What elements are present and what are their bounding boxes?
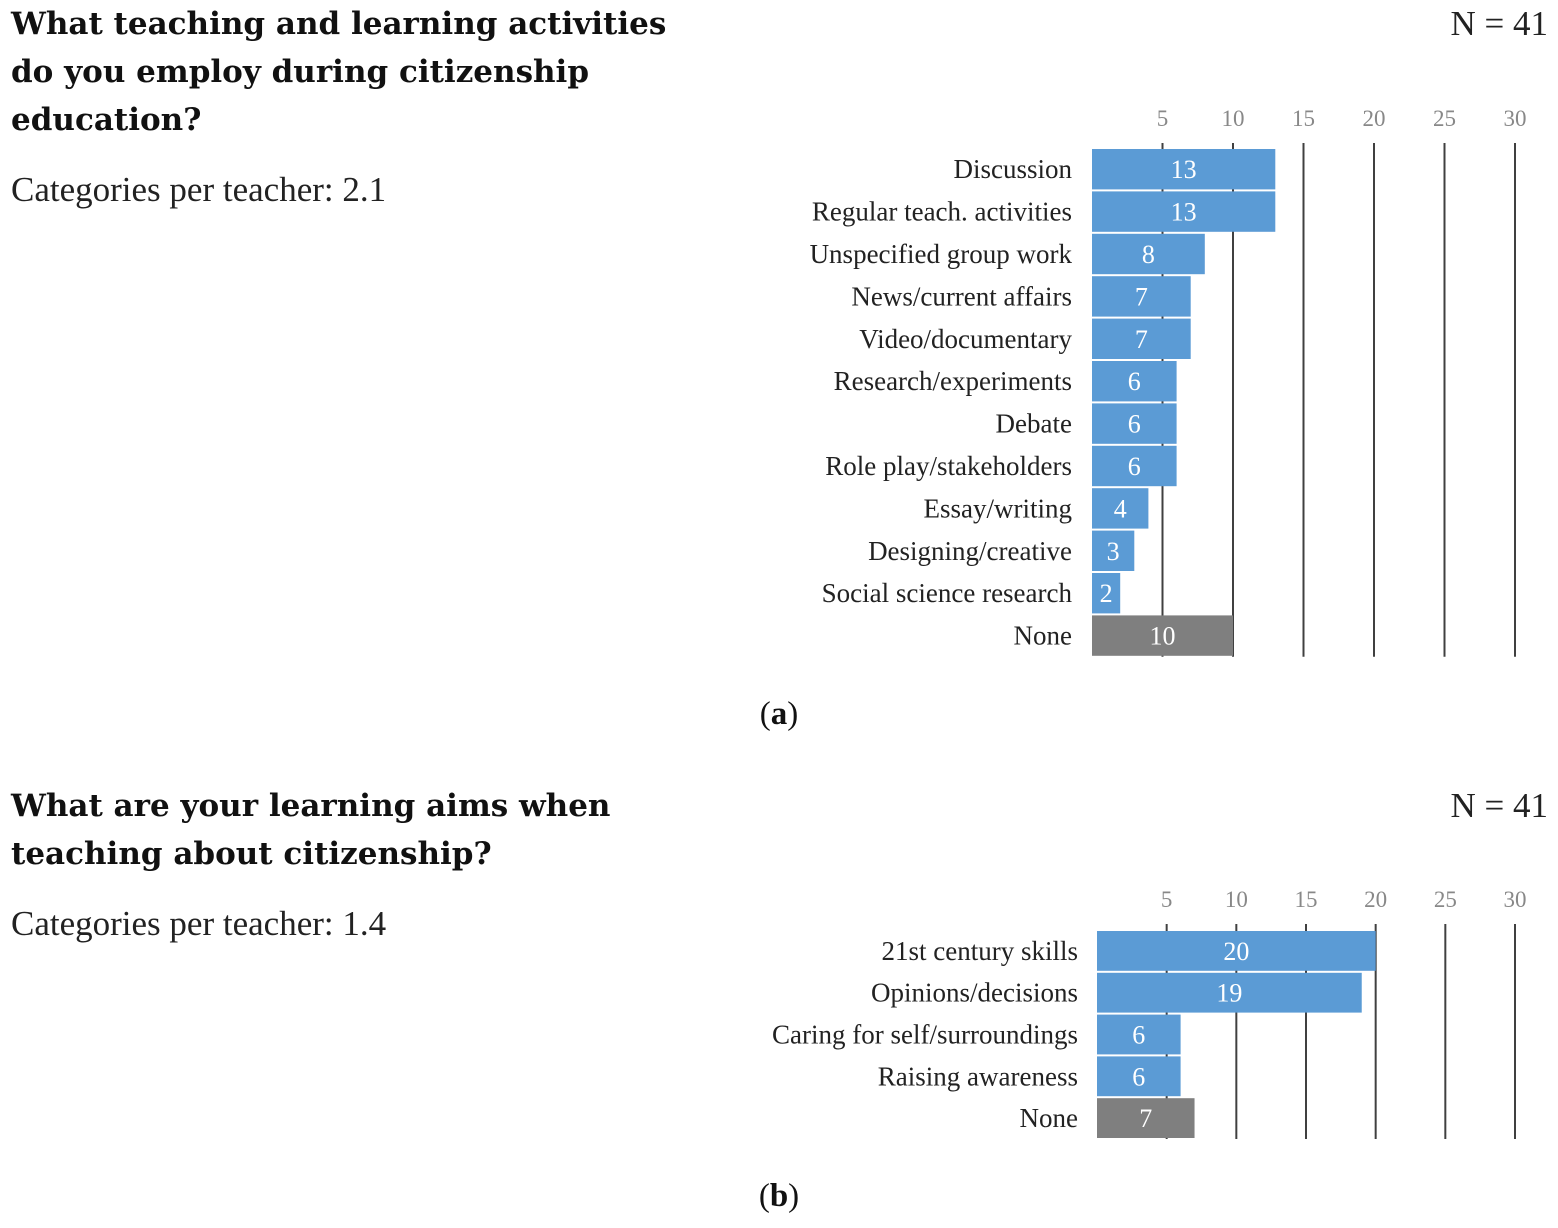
aims-category-label-none: None <box>1020 1103 1078 1133</box>
aims-tick-label-10: 10 <box>1225 887 1248 912</box>
activities-bar-debate <box>1092 403 1177 444</box>
aims-category-label-opinions-decisions: Opinions/decisions <box>871 978 1078 1008</box>
activities-value-label-video-documentary: 7 <box>1135 325 1148 354</box>
activities-value-label-social-science-research: 2 <box>1100 579 1113 608</box>
question-title-a: What teaching and learning activities do… <box>11 6 667 138</box>
caption-letter-a: a <box>770 696 788 732</box>
aims-category-label-21st-century-skills: 21st century skills <box>882 936 1079 966</box>
aims-tick-label-25: 25 <box>1434 887 1457 912</box>
caption-letter-b: b <box>769 1178 789 1214</box>
activities-tick-label-25: 25 <box>1433 106 1456 131</box>
activities-category-label-none: None <box>1014 621 1072 651</box>
aims-category-label-caring-for-self-surroundings: Caring for self/surroundings <box>772 1020 1078 1050</box>
activities-bar-designing-creative <box>1092 530 1135 571</box>
activities-category-label-unspecified-group-work: Unspecified group work <box>810 239 1073 269</box>
activities-value-label-regular-teach-activities: 13 <box>1171 198 1197 227</box>
activities-value-label-research-experiments: 6 <box>1128 367 1141 396</box>
activities-value-label-essay-writing: 4 <box>1114 494 1127 523</box>
aims-bar-opinions-decisions <box>1097 972 1362 1013</box>
aims-tick-label-20: 20 <box>1364 887 1387 912</box>
activities-category-label-social-science-research: Social science research <box>822 578 1073 608</box>
activities-bar-social-science-research <box>1092 573 1121 614</box>
categories-per-teacher-b: Categories per teacher: 1.4 <box>11 904 387 943</box>
activities-category-label-discussion: Discussion <box>953 154 1072 184</box>
aims-tick-label-15: 15 <box>1295 887 1318 912</box>
activities-tick-label-10: 10 <box>1222 106 1245 131</box>
activities-value-label-unspecified-group-work: 8 <box>1142 240 1155 269</box>
activities-category-label-news-current-affairs: News/current affairs <box>851 281 1072 311</box>
caption-b: (b) <box>758 1178 800 1214</box>
activities-bar-video-documentary <box>1092 318 1191 359</box>
activities-bar-research-experiments <box>1092 361 1177 402</box>
activities-tick-label-30: 30 <box>1504 106 1527 131</box>
activities-bar-regular-teach-activities <box>1092 191 1276 232</box>
activities-bar-unspecified-group-work <box>1092 233 1205 275</box>
activities-bar-essay-writing <box>1092 488 1149 529</box>
activities-value-label-role-play-stakeholders: 6 <box>1128 452 1141 481</box>
activities-category-label-research-experiments: Research/experiments <box>834 366 1072 396</box>
activities-bar-role-play-stakeholders <box>1092 445 1177 487</box>
activities-value-label-discussion: 13 <box>1171 155 1197 184</box>
activities-category-label-essay-writing: Essay/writing <box>924 493 1073 523</box>
activities-value-label-news-current-affairs: 7 <box>1135 282 1148 311</box>
aims-tick-label-5: 5 <box>1161 887 1173 912</box>
activities-category-label-role-play-stakeholders: Role play/stakeholders <box>825 451 1072 481</box>
aims-bar-none <box>1097 1098 1195 1138</box>
categories-per-teacher-a: Categories per teacher: 2.1 <box>11 170 387 209</box>
activities-bar-news-current-affairs <box>1092 276 1191 317</box>
sample-size-b: N = 41 <box>1450 786 1548 825</box>
activities-tick-label-5: 5 <box>1157 106 1169 131</box>
activities-category-label-designing-creative: Designing/creative <box>868 536 1072 566</box>
activities-value-label-none: 10 <box>1150 622 1176 651</box>
activities-category-label-regular-teach-activities: Regular teach. activities <box>812 197 1072 227</box>
activities-value-label-debate: 6 <box>1128 410 1141 439</box>
aims-value-label-caring-for-self-surroundings: 6 <box>1132 1021 1145 1050</box>
aims-value-label-raising-awareness: 6 <box>1132 1062 1145 1091</box>
aims-value-label-none: 7 <box>1139 1104 1152 1133</box>
activities-bar-chart: 5 10 15 20 25 30 Discussion 13 Regular teach. ac… <box>810 106 1527 657</box>
activities-tick-label-20: 20 <box>1363 106 1386 131</box>
aims-tick-label-30: 30 <box>1504 887 1527 912</box>
aims-category-label-raising-awareness: Raising awareness <box>878 1061 1078 1091</box>
aims-value-label-21st-century-skills: 20 <box>1223 937 1249 966</box>
aims-bar-caring-for-self-surroundings <box>1097 1014 1181 1055</box>
activities-tick-label-15: 15 <box>1292 106 1315 131</box>
aims-bar-raising-awareness <box>1097 1056 1181 1097</box>
aims-bar-21st-century-skills <box>1097 931 1376 971</box>
activities-value-label-designing-creative: 3 <box>1107 537 1120 566</box>
aims-value-label-opinions-decisions: 19 <box>1216 979 1242 1008</box>
sample-size-a: N = 41 <box>1450 4 1548 43</box>
activities-bar-discussion <box>1092 149 1276 190</box>
caption-a: (a) <box>759 696 799 732</box>
question-title-b: What are your learning aims when teachin… <box>11 788 611 872</box>
activities-category-label-video-documentary: Video/documentary <box>859 324 1072 354</box>
activities-category-label-debate: Debate <box>996 409 1072 439</box>
activities-bar-none <box>1092 615 1233 656</box>
